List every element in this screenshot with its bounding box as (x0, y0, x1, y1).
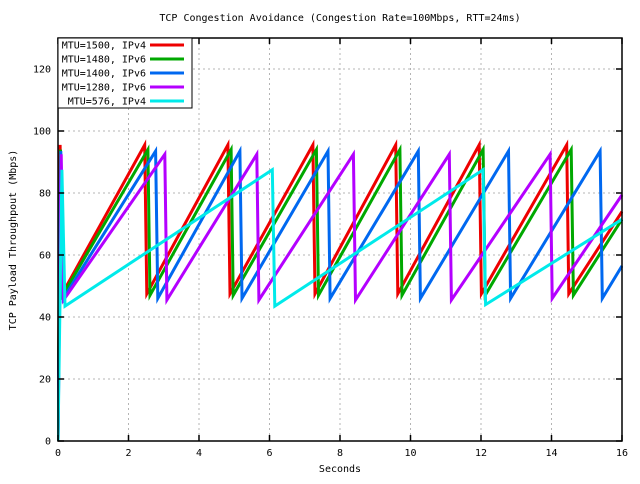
legend-label: MTU=576, IPv4 (68, 97, 146, 108)
series-line-0 (57, 139, 623, 442)
x-tick-label: 14 (545, 448, 557, 459)
y-tick-label: 20 (39, 375, 51, 386)
y-tick-label: 40 (39, 313, 51, 324)
grid-lines (58, 38, 622, 441)
x-axis-label: Seconds (319, 464, 361, 475)
y-tick-label: 0 (45, 437, 51, 448)
x-tick-label: 0 (55, 448, 61, 459)
legend: MTU=1500, IPv4 MTU=1480, IPv6 MTU=1400, IP… (57, 37, 193, 109)
y-tick-label: 120 (33, 65, 51, 76)
x-tick-label: 10 (404, 448, 416, 459)
x-tick-label: 6 (266, 448, 272, 459)
series-line-1 (57, 143, 623, 442)
x-tick-label: 8 (337, 448, 343, 459)
legend-label: MTU=1500, IPv4 (62, 41, 146, 52)
y-tick-label: 100 (33, 127, 51, 138)
series-line-4 (57, 167, 623, 442)
y-tick-label: 60 (39, 251, 51, 262)
x-tick-label: 4 (196, 448, 202, 459)
legend-label: MTU=1400, IPv6 (62, 69, 146, 80)
chart-title: TCP Congestion Avoidance (Congestion Rat… (159, 13, 520, 24)
x-tick-label: 16 (616, 448, 628, 459)
series-line-2 (57, 145, 623, 442)
x-tick-label: 12 (475, 448, 487, 459)
y-axis-label: TCP Payload Throughpout (Mbps) (8, 150, 19, 331)
series-line-3 (57, 149, 623, 442)
x-tick-label: 2 (125, 448, 131, 459)
y-tick-label: 80 (39, 189, 51, 200)
legend-label: MTU=1280, IPv6 (62, 83, 146, 94)
legend-label: MTU=1480, IPv6 (62, 55, 146, 66)
axis-tick-labels: 0 2 4 6 8 10 12 14 16 0 20 40 60 80 100 120 (33, 65, 628, 460)
axis-ticks (57, 38, 623, 442)
